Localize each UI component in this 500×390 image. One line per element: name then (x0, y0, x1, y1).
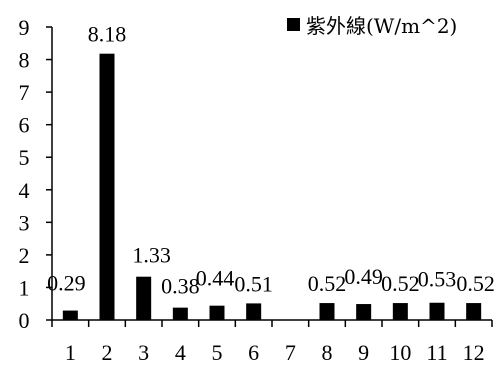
y-tick-label: 5 (19, 145, 30, 170)
bar (429, 302, 445, 320)
y-tick-label: 9 (19, 15, 30, 40)
x-tick-label: 2 (102, 340, 113, 365)
data-labels: 0.298.181.330.380.44 0.51 0.520.490.520.53… (47, 22, 495, 299)
legend: 紫外線(W/m^2) (287, 14, 457, 38)
data-label: 0.52 (381, 271, 420, 296)
bar (246, 303, 262, 320)
bar (172, 307, 188, 320)
x-tick-label: 3 (138, 340, 149, 365)
x-tick-label: 7 (285, 340, 296, 365)
y-axis: 0 1 2 3 4 5 6 7 8 9 (19, 15, 53, 333)
x-tick-label: 6 (248, 340, 259, 365)
data-label: 1.33 (132, 243, 171, 268)
y-tick-label: 8 (19, 48, 30, 73)
data-label: 8.18 (88, 22, 127, 47)
bar (209, 305, 225, 320)
data-label: 0.38 (161, 274, 200, 299)
y-tick-label: 1 (19, 275, 30, 300)
x-tick-label: 9 (358, 340, 369, 365)
y-tick-label: 0 (19, 308, 30, 333)
x-tick-label: 12 (463, 340, 485, 365)
x-tick-label: 11 (426, 340, 447, 365)
data-label: 0.49 (344, 264, 383, 289)
bar (136, 276, 152, 320)
y-tick-label: 4 (19, 178, 30, 203)
data-label: 0.52 (456, 271, 495, 296)
x-tick-label: 4 (175, 340, 186, 365)
bar (99, 53, 115, 320)
data-label: 0.51 (234, 271, 273, 296)
data-label: 0.44 (196, 266, 235, 291)
data-label: 0.29 (47, 271, 86, 296)
x-tick-label: 8 (322, 340, 333, 365)
y-tick-label: 3 (19, 210, 30, 235)
bar (466, 303, 482, 320)
data-label: 0.52 (308, 271, 347, 296)
x-axis: 1 2 3 4 5 6 7 8 9 10 11 12 (51, 319, 493, 365)
y-tick-label: 2 (19, 243, 30, 268)
y-tick-label: 6 (19, 113, 30, 138)
bar (62, 310, 78, 320)
y-tick-label: 7 (19, 80, 30, 105)
x-tick-label: 1 (65, 340, 76, 365)
bar (319, 303, 335, 320)
legend-swatch (287, 18, 300, 31)
data-label: 0.53 (418, 267, 457, 292)
bar (356, 304, 372, 320)
x-tick-label: 10 (389, 340, 411, 365)
x-tick-label: 5 (212, 340, 223, 365)
bar (392, 303, 408, 320)
legend-label: 紫外線(W/m^2) (306, 14, 457, 38)
bars (62, 53, 482, 320)
